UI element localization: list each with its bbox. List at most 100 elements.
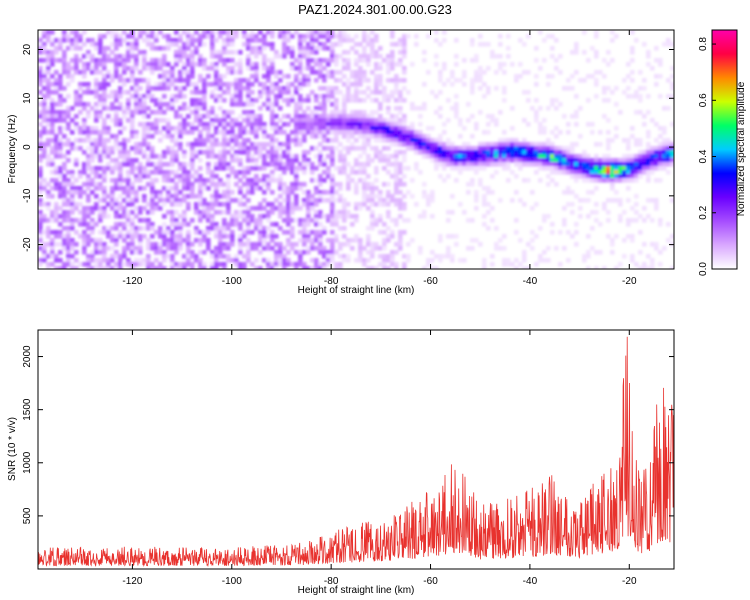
heatmap-cell (242, 214, 247, 219)
heatmap-cell (182, 170, 187, 175)
heatmap-cell (326, 154, 331, 159)
heatmap-cell (54, 142, 59, 147)
heatmap-cell (378, 262, 383, 267)
heatmap-cell (390, 130, 395, 135)
heatmap-cell (198, 142, 203, 147)
heatmap-cell (330, 158, 335, 163)
heatmap-cell (222, 126, 227, 131)
heatmap-cell (182, 30, 187, 35)
heatmap-cell (366, 234, 371, 239)
heatmap-cell (370, 182, 375, 187)
heatmap-cell (38, 166, 43, 171)
heatmap-cell (238, 178, 243, 183)
heatmap-cell (266, 86, 271, 91)
heatmap-cell (354, 182, 359, 187)
heatmap-cell (346, 182, 351, 187)
heatmap-cell (142, 126, 147, 131)
heatmap-cell (574, 162, 579, 167)
heatmap-cell (442, 146, 447, 151)
heatmap-cell (62, 66, 67, 71)
heatmap-cell (58, 194, 63, 199)
heatmap-cell (554, 98, 559, 103)
heatmap-cell (290, 62, 295, 67)
heatmap-cell (298, 46, 303, 51)
heatmap-cell (182, 182, 187, 187)
heatmap-cell (70, 30, 75, 35)
heatmap-cell (122, 138, 127, 143)
heatmap-cell (326, 258, 331, 263)
heatmap-cell (226, 226, 231, 231)
heatmap-cell (114, 106, 119, 111)
heatmap-cell (490, 254, 495, 259)
heatmap-cell (122, 38, 127, 43)
heatmap-cell (314, 190, 319, 195)
heatmap-cell (326, 146, 331, 151)
heatmap-cell (150, 154, 155, 159)
heatmap-cell (434, 154, 439, 159)
heatmap-cell (362, 186, 367, 191)
heatmap-cell (206, 150, 211, 155)
heatmap-cell (398, 110, 403, 115)
heatmap-cell (94, 70, 99, 75)
heatmap-cell (154, 122, 159, 127)
heatmap-cell (290, 262, 295, 267)
heatmap-cell (514, 154, 519, 159)
heatmap-cell (146, 182, 151, 187)
heatmap-cell (510, 142, 515, 147)
heatmap-cell (406, 254, 411, 259)
heatmap-cell (442, 122, 447, 127)
heatmap-cell (290, 46, 295, 51)
heatmap-cell (226, 182, 231, 187)
heatmap-cell (498, 150, 503, 155)
heatmap-cell (606, 86, 611, 91)
heatmap-cell (262, 126, 267, 131)
heatmap-cell (362, 50, 367, 55)
heatmap-cell (458, 258, 463, 263)
heatmap-cell (238, 98, 243, 103)
heatmap-cell (510, 62, 515, 67)
heatmap-cell (522, 90, 527, 95)
heatmap-cell (314, 110, 319, 115)
heatmap-cell (306, 206, 311, 211)
heatmap-cell (594, 50, 599, 55)
heatmap-cell (438, 238, 443, 243)
heatmap-cell (506, 54, 511, 59)
heatmap-cell (102, 98, 107, 103)
heatmap-cell (106, 258, 111, 263)
heatmap-cell (238, 250, 243, 255)
heatmap-cell (602, 206, 607, 211)
heatmap-cell (38, 50, 43, 55)
heatmap-cell (262, 62, 267, 67)
heatmap-cell (58, 74, 63, 79)
heatmap-cell (326, 86, 331, 91)
heatmap-cell (610, 178, 615, 183)
heatmap-cell (294, 166, 299, 171)
heatmap-cell (606, 142, 611, 147)
heatmap-cell (298, 94, 303, 99)
heatmap-cell (338, 266, 343, 269)
heatmap-cell (366, 198, 371, 203)
heatmap-cell (206, 110, 211, 115)
heatmap-cell (234, 262, 239, 267)
heatmap-cell (330, 122, 335, 127)
heatmap-cell (262, 142, 267, 147)
heatmap-cell (570, 158, 575, 163)
heatmap-cell (574, 178, 579, 183)
heatmap-cell (626, 138, 631, 143)
heatmap-cell (262, 158, 267, 163)
heatmap-cell (642, 162, 647, 167)
x-tick-label: -40 (523, 276, 538, 287)
heatmap-cell (262, 90, 267, 95)
heatmap-cell (270, 150, 275, 155)
heatmap-cell (46, 94, 51, 99)
heatmap-cell (334, 138, 339, 143)
heatmap-cell (86, 110, 91, 115)
heatmap-cell (670, 150, 674, 155)
heatmap-cell (574, 46, 579, 51)
heatmap-cell (182, 178, 187, 183)
heatmap-cell (366, 118, 371, 123)
heatmap-cell (386, 238, 391, 243)
heatmap-cell (662, 158, 667, 163)
heatmap-cell (154, 230, 159, 235)
heatmap-cell (242, 138, 247, 143)
